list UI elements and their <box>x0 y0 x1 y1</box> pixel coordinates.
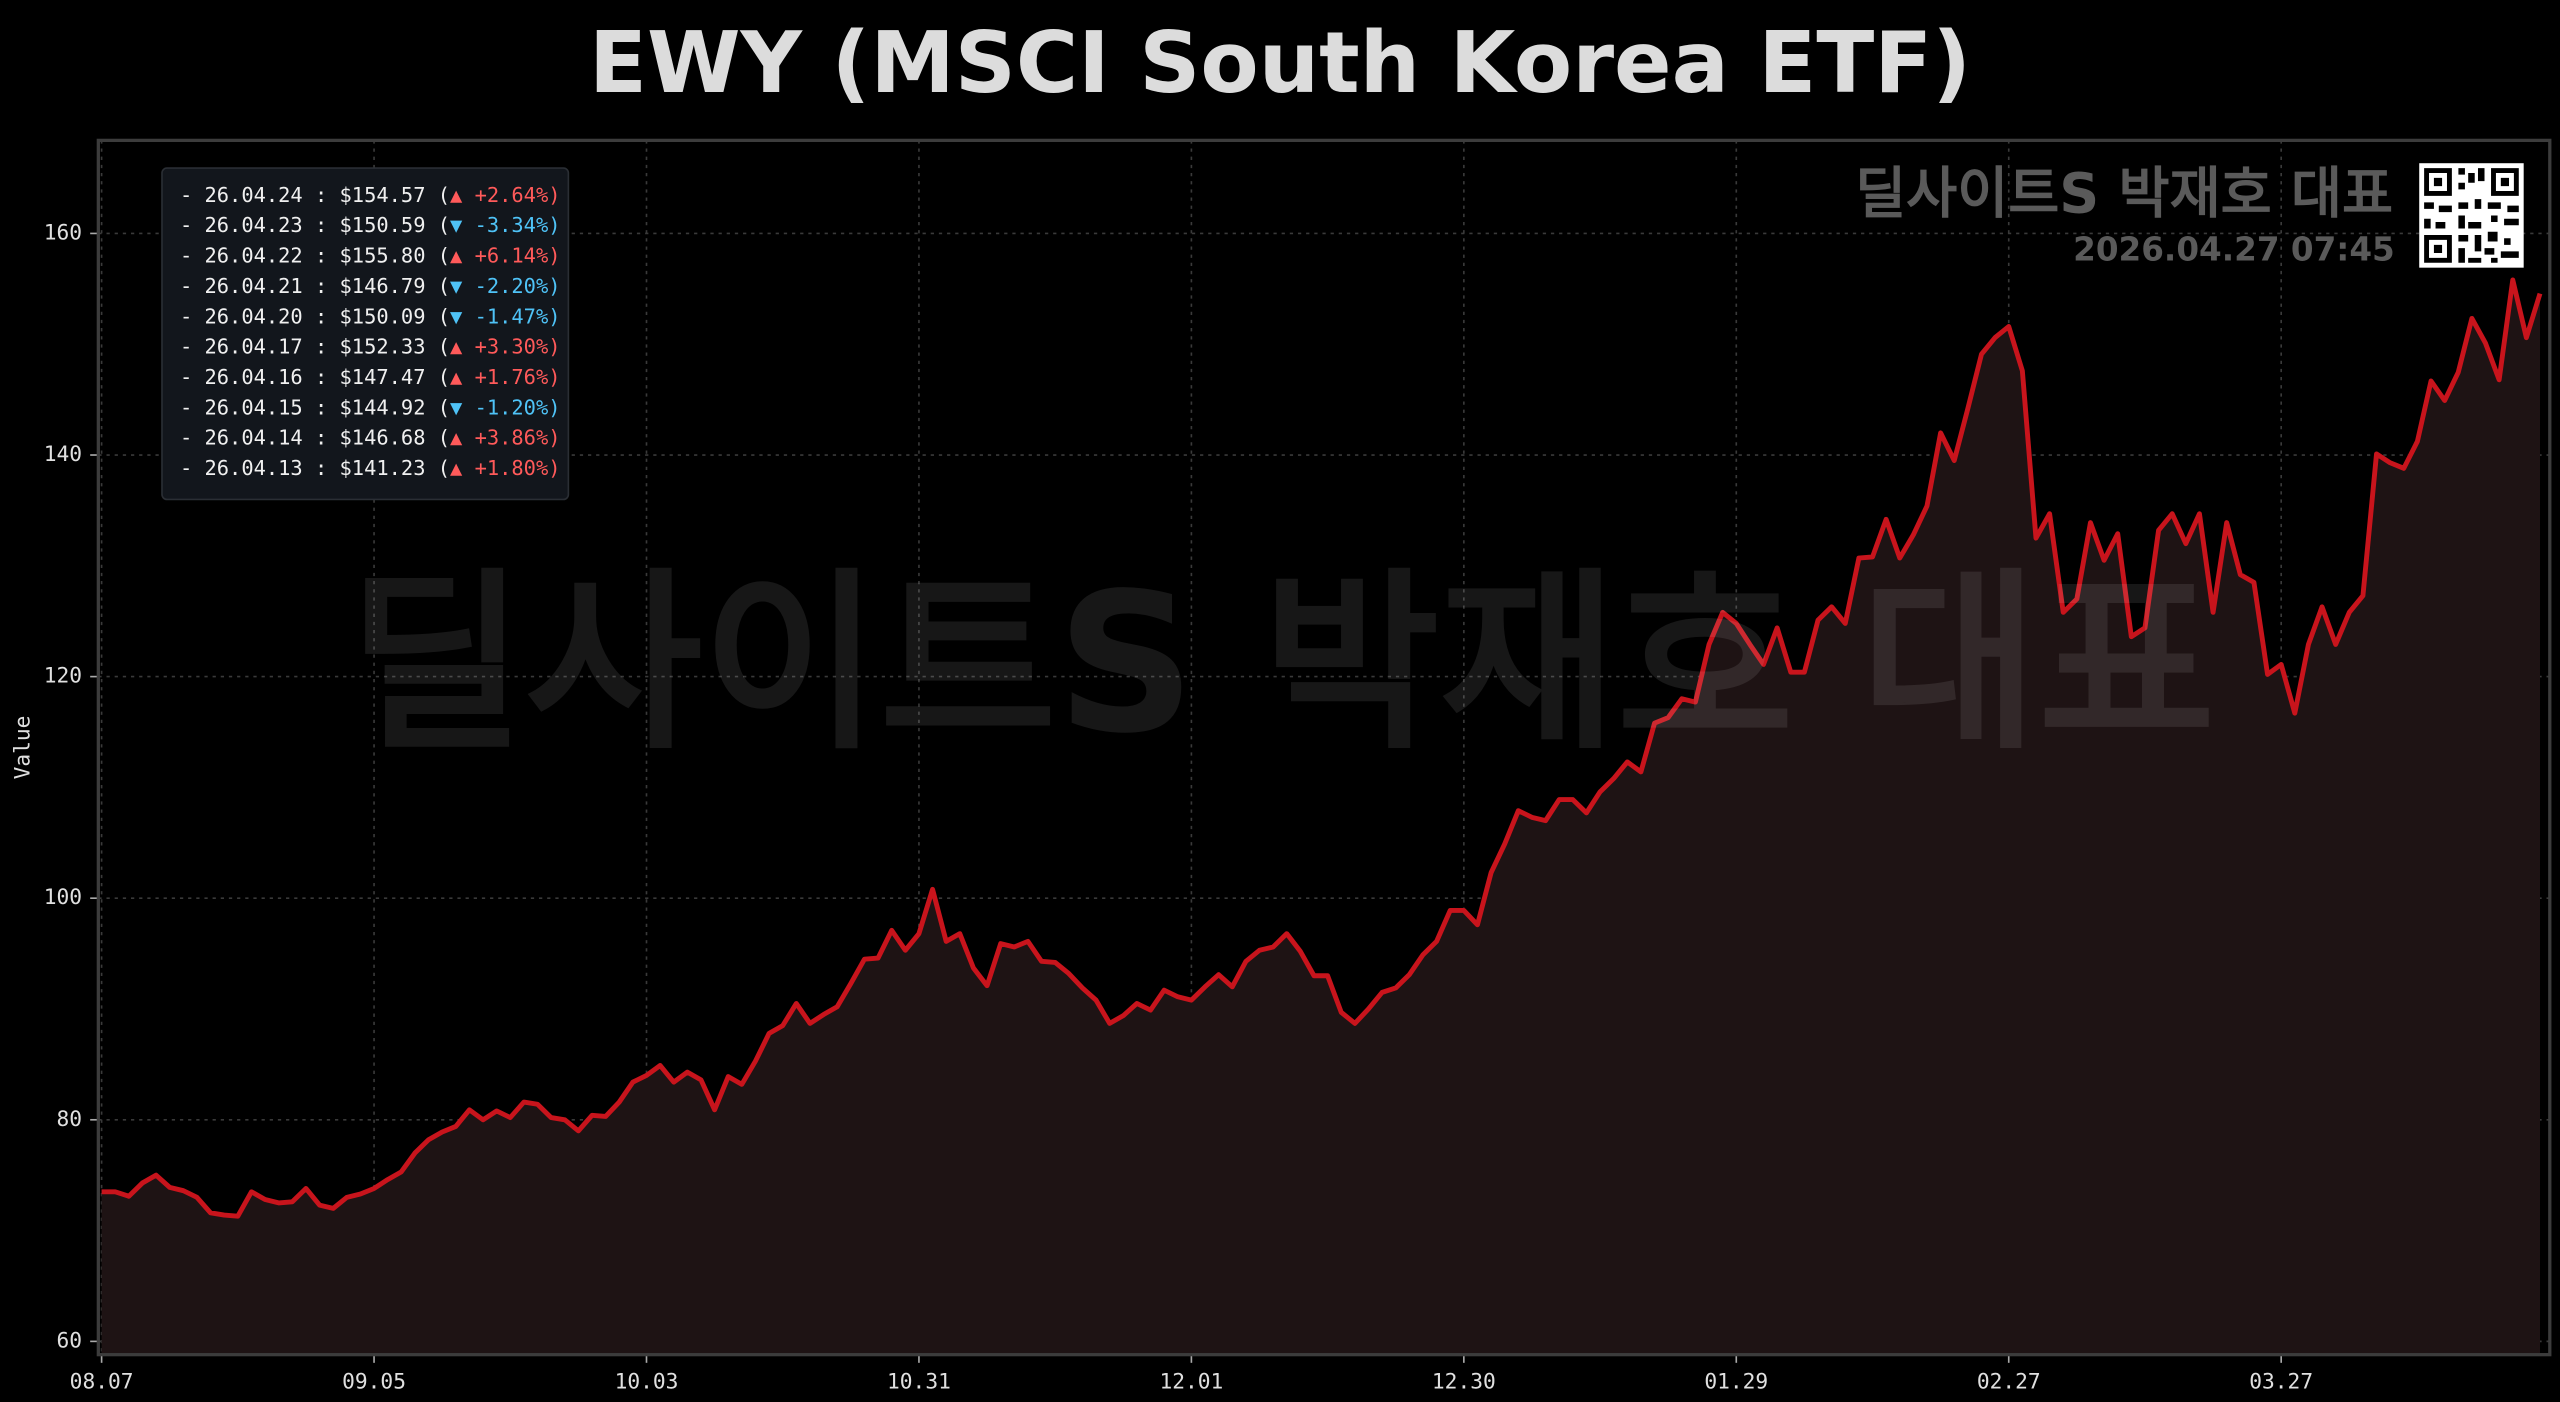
legend-change: ▼ -1.47%) <box>450 304 560 328</box>
plot-area: 60 80 100 120 140 160 08.07 09.05 10.03 10.31 12.0… <box>44 140 2550 1394</box>
x-tick-label: 10.03 <box>615 1369 679 1394</box>
legend-entry: - 26.04.21 : $146.79 (▼ -2.20%) <box>180 274 561 298</box>
legend-entry: - 26.04.23 : $150.59 (▼ -3.34%) <box>180 213 561 237</box>
timestamp: 2026.04.27 07:45 <box>2073 230 2395 268</box>
x-tick-label: 12.01 <box>1159 1369 1223 1394</box>
legend-change: ▲ +3.86%) <box>450 426 560 450</box>
legend-text: - 26.04.20 : $150.09 ( <box>180 304 450 328</box>
y-tick-label: 140 <box>44 442 82 467</box>
legend-text: - 26.04.16 : $147.47 ( <box>180 365 450 389</box>
y-tick-label: 160 <box>44 220 82 245</box>
y-axis-label: Value <box>10 716 35 780</box>
legend-change: ▲ +2.64%) <box>450 183 560 207</box>
line <box>101 277 2543 1219</box>
y-tick-label: 100 <box>44 885 82 910</box>
legend-box: - 26.04.24 : $154.57 (▲ +2.64%)- 26.04.2… <box>161 167 570 501</box>
legend-change: ▼ -3.34%) <box>450 213 560 237</box>
y-tick-label: 80 <box>56 1107 82 1132</box>
legend-text: - 26.04.15 : $144.92 ( <box>180 395 450 419</box>
legend-entry: - 26.04.22 : $155.80 (▲ +6.14%) <box>180 244 561 268</box>
legend-change: ▼ -2.20%) <box>450 274 560 298</box>
y-tick-label: 60 <box>56 1328 82 1353</box>
legend-text: - 26.04.14 : $146.68 ( <box>180 426 450 450</box>
y-tick-label: 120 <box>44 664 82 689</box>
x-tick-label: 08.07 <box>70 1369 134 1394</box>
chart-title: EWY (MSCI South Korea ETF) <box>589 14 1971 113</box>
legend-change: ▲ +3.30%) <box>450 335 560 359</box>
legend-text: - 26.04.21 : $146.79 ( <box>180 274 450 298</box>
legend-background <box>161 167 570 501</box>
x-tick-label: 10.31 <box>887 1369 951 1394</box>
x-tick-label: 09.05 <box>342 1369 406 1394</box>
x-tick-label: 01.29 <box>1704 1369 1768 1394</box>
legend-text: - 26.04.17 : $152.33 ( <box>180 335 450 359</box>
watermark: 딜사이트S 박재호 대표 <box>348 552 2215 776</box>
area <box>101 279 2541 1355</box>
legend-entry: - 26.04.20 : $150.09 (▼ -1.47%) <box>180 304 561 328</box>
legend-text: - 26.04.13 : $141.23 ( <box>180 456 450 480</box>
legend-text: - 26.04.22 : $155.80 ( <box>180 244 450 268</box>
legend-change: ▲ +1.80%) <box>450 456 560 480</box>
legend-entry: - 26.04.15 : $144.92 (▼ -1.20%) <box>180 395 561 419</box>
legend-text: - 26.04.23 : $150.59 ( <box>180 213 450 237</box>
legend-entry: - 26.04.24 : $154.57 (▲ +2.64%) <box>180 183 561 207</box>
x-tick-label: 02.27 <box>1977 1369 2041 1394</box>
legend-text: - 26.04.24 : $154.57 ( <box>180 183 450 207</box>
x-tick-label: 03.27 <box>2249 1369 2313 1394</box>
legend-change: ▲ +6.14%) <box>450 244 560 268</box>
qr-code <box>2419 163 2524 268</box>
x-tick-label: 12.30 <box>1432 1369 1496 1394</box>
plot-border <box>96 138 2552 1357</box>
legend-entry: - 26.04.13 : $141.23 (▲ +1.80%) <box>180 456 561 480</box>
legend-entry: - 26.04.17 : $152.33 (▲ +3.30%) <box>180 335 561 359</box>
legend-change: ▼ -1.20%) <box>450 395 560 419</box>
brand-text: 딜사이트S 박재호 대표 <box>1855 162 2393 227</box>
legend-change: ▲ +1.76%) <box>450 365 560 389</box>
legend-entry: - 26.04.14 : $146.68 (▲ +3.86%) <box>180 426 561 450</box>
legend-entry: - 26.04.16 : $147.47 (▲ +1.76%) <box>180 365 561 389</box>
